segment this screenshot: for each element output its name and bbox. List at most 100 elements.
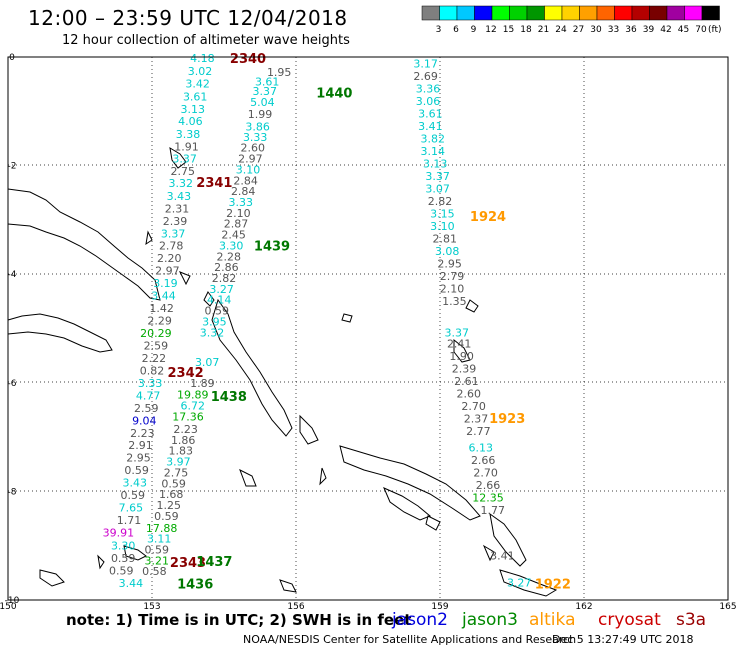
wave-height-label: 0.59: [124, 464, 149, 477]
wave-height-label: 3.86: [245, 121, 270, 134]
wave-height-label: 3.07: [425, 182, 450, 195]
lat-label: -2: [8, 162, 17, 172]
wave-height-label: 1.83: [169, 445, 194, 458]
wave-height-label: 0.59: [161, 477, 186, 490]
wave-height-label: 2.61: [454, 375, 479, 388]
wave-height-label: 4.14: [207, 294, 232, 307]
wave-height-label: 2.79: [440, 270, 465, 283]
wave-height-label: 3.14: [421, 145, 446, 158]
wave-height-label: 20.29: [140, 327, 172, 340]
legend-tick-label: 6: [453, 25, 459, 35]
map-subtitle: 12 hour collection of altimeter wave hei…: [62, 33, 350, 48]
wave-height-label: 3.21: [145, 554, 170, 567]
wave-height-label: 3.97: [166, 456, 191, 469]
pass-time-label: 1924: [470, 210, 506, 225]
wave-height-label: 3.36: [416, 82, 441, 95]
wave-height-label: 1.71: [117, 514, 142, 527]
wave-height-label: 3.33: [229, 196, 254, 209]
lat-label: -6: [8, 379, 17, 389]
wave-height-label: 2.78: [159, 239, 184, 252]
wave-height-label: 3.17: [413, 58, 438, 71]
legend-tick-label: 18: [520, 25, 532, 35]
wave-height-label: 2.39: [452, 363, 477, 376]
lat-label: -10: [5, 596, 20, 606]
pass-time-label: 1440: [316, 86, 352, 101]
legend-altika: altika: [529, 610, 576, 630]
pass-time-label: 2342: [168, 366, 204, 381]
wave-height-label: 3.44: [151, 289, 176, 302]
legend-jason3: jason3: [462, 610, 518, 630]
lon-label: 156: [287, 602, 304, 610]
pass-time-label: 1438: [211, 390, 247, 405]
wave-height-label: 3.19: [153, 277, 178, 290]
wave-height-label: 2.66: [471, 454, 496, 467]
wave-height-label: 3.33: [138, 377, 163, 390]
coastlines: [7, 147, 558, 597]
wave-height-labels: 4.183.023.423.613.134.063.381.913.372.75…: [103, 52, 532, 590]
wave-height-label: 5.04: [250, 96, 275, 109]
wave-height-label: 2.28: [217, 250, 242, 263]
pass-time-label: 1923: [489, 412, 525, 427]
wave-height-label: 2.70: [473, 466, 498, 479]
lat-label: 0: [9, 53, 15, 63]
legend-s3a: s3a: [676, 610, 707, 630]
wave-height-label: 2.60: [457, 388, 482, 401]
wave-height-label: 2.91: [128, 439, 153, 452]
wave-height-label: 3.27: [209, 283, 234, 296]
wave-height-label: 2.77: [466, 425, 491, 438]
wave-height-label: 0.59: [145, 544, 170, 557]
wave-height-label: 2.87: [224, 218, 249, 231]
wave-height-label: 1.89: [190, 377, 215, 390]
wave-height-label: 3.61: [255, 75, 280, 88]
wave-height-label: 39.91: [103, 527, 135, 540]
wave-height-label: 0.59: [111, 552, 136, 565]
map-frame: [7, 56, 729, 601]
wave-height-label: 3.61: [418, 107, 443, 120]
color-scale-legend: 3 6 9 12 15 18 21 24 27 30 33 36 39 42 45 70 (ft): [421, 5, 722, 35]
pass-time-label: 2340: [230, 52, 266, 67]
legend-tick-label: 15: [503, 25, 514, 35]
wave-height-label: 3.15: [430, 207, 455, 220]
wave-height-label: 17.36: [172, 410, 204, 423]
wave-height-label: 3.30: [111, 540, 136, 553]
wave-height-label: 2.60: [241, 142, 266, 155]
wave-height-label: 2.75: [164, 466, 189, 479]
wave-height-label: 4.18: [190, 52, 215, 65]
lat-label: -8: [8, 487, 17, 497]
wave-height-label: 3.13: [423, 157, 448, 170]
pass-time-label: 1922: [535, 578, 571, 593]
legend-tick-label: 9: [471, 25, 477, 35]
wave-height-label: 2.84: [233, 174, 258, 187]
wave-height-label: 3.07: [195, 356, 220, 369]
wave-height-label: 19.89: [177, 389, 209, 402]
time-labels: 2340 1440 2341 1924 1439 2342 1438 1923 23431437…: [168, 52, 571, 593]
lon-label: 150: [0, 602, 17, 610]
wave-height-label: 9.04: [132, 414, 157, 427]
wave-height-label: 3.82: [421, 132, 446, 145]
graticule: [8, 57, 728, 600]
wave-height-label: 2.39: [163, 215, 188, 228]
wave-height-label: 2.97: [238, 153, 263, 166]
wave-height-label: 2.70: [461, 400, 486, 413]
wave-height-label: 2.97: [155, 264, 180, 277]
wave-height-label: 3.41: [418, 120, 443, 133]
wave-height-label: 6.72: [181, 400, 206, 413]
pass-time-label: 1439: [254, 239, 290, 254]
legend-tick-label: 45: [678, 25, 689, 35]
wave-height-label: 2.69: [413, 70, 438, 83]
wave-height-label: 1.95: [267, 66, 292, 79]
wave-height-label: 6.13: [469, 441, 494, 454]
legend-swatch: [701, 5, 720, 21]
wave-height-label: 2.59: [134, 402, 159, 415]
wave-height-label: 3.43: [167, 190, 192, 203]
wave-height-label: 2.29: [147, 314, 172, 327]
lon-label: 153: [143, 602, 160, 610]
legend-jason2: jason2: [392, 610, 448, 630]
wave-height-label: 1.77: [481, 504, 506, 517]
wave-height-label: 1.99: [248, 108, 273, 121]
wave-height-label: 2.23: [130, 427, 155, 440]
wave-height-label: 3.37: [172, 153, 197, 166]
wave-height-label: 3.38: [176, 128, 201, 141]
wave-height-label: 1.90: [449, 350, 474, 363]
lon-axis-labels: 150 153 156 159 162 165: [0, 602, 737, 610]
